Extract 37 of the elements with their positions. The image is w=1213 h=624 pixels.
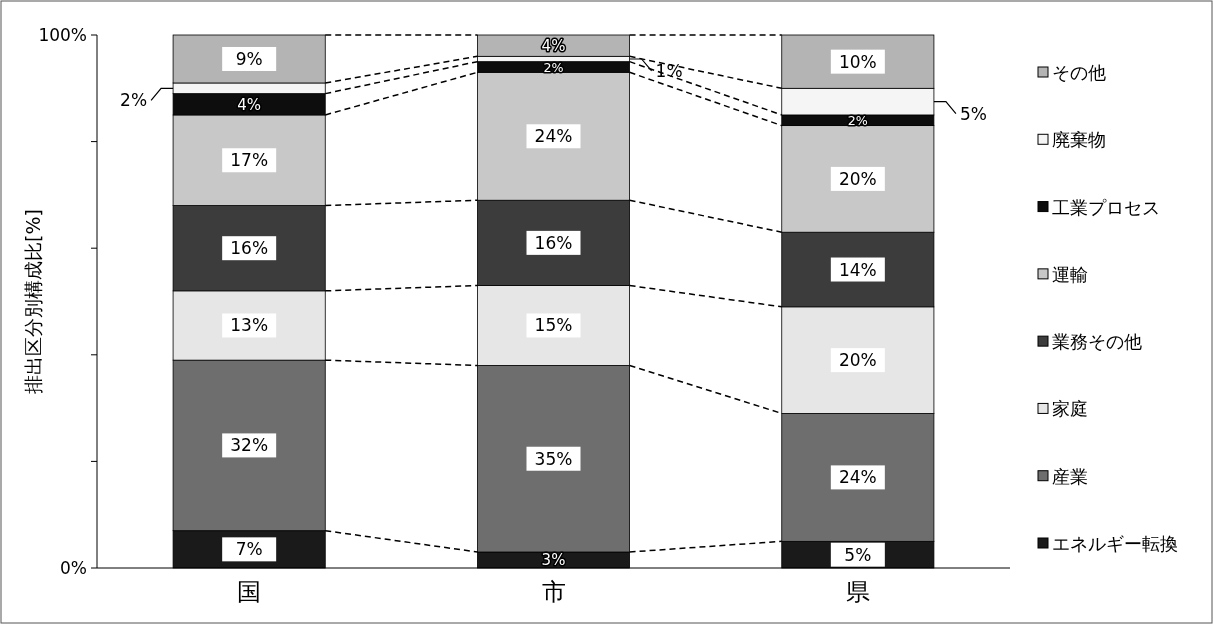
data-label: 4% bbox=[237, 95, 262, 114]
data-label: 32% bbox=[230, 435, 269, 456]
data-label: 4% bbox=[541, 37, 566, 56]
y-axis-title: 排出区分別構成比[%] bbox=[22, 209, 44, 394]
data-label: 16% bbox=[534, 232, 573, 253]
data-label: 35% bbox=[534, 448, 573, 469]
data-label: 2% bbox=[847, 112, 868, 128]
data-label: 24% bbox=[838, 467, 877, 488]
data-label: 20% bbox=[838, 350, 877, 371]
legend-label: 工業プロセス bbox=[1052, 196, 1160, 218]
data-label: 5% bbox=[844, 544, 872, 565]
data-label: 13% bbox=[230, 315, 269, 336]
data-label: 20% bbox=[838, 168, 877, 189]
legend-label: 産業 bbox=[1052, 465, 1088, 487]
legend-label: 運輸 bbox=[1052, 263, 1088, 285]
x-tick-label: 市 bbox=[541, 578, 566, 606]
data-label: 3% bbox=[541, 551, 566, 570]
data-label: 9% bbox=[235, 48, 263, 69]
legend-label: 家庭 bbox=[1052, 398, 1088, 420]
data-label: 16% bbox=[230, 238, 269, 259]
data-label: 15% bbox=[534, 315, 573, 336]
data-label: 24% bbox=[534, 126, 573, 147]
data-label: 2% bbox=[543, 59, 564, 75]
x-tick-label: 国 bbox=[237, 578, 262, 606]
legend-label: エネルギー転換 bbox=[1052, 533, 1178, 554]
legend-label: その他 bbox=[1052, 62, 1106, 83]
legend-label: 業務その他 bbox=[1052, 331, 1142, 353]
data-label: 10% bbox=[838, 51, 877, 72]
data-label: 7% bbox=[235, 539, 263, 560]
x-tick-label: 県 bbox=[845, 578, 870, 606]
legend-label: 廃棄物 bbox=[1052, 129, 1106, 151]
y-tick-label: 100% bbox=[38, 25, 87, 45]
data-label: 17% bbox=[230, 150, 269, 171]
data-label: 14% bbox=[838, 259, 877, 280]
y-tick-label: 0% bbox=[60, 558, 87, 578]
data-label: 2% bbox=[120, 90, 148, 111]
data-label: 5% bbox=[959, 103, 987, 124]
